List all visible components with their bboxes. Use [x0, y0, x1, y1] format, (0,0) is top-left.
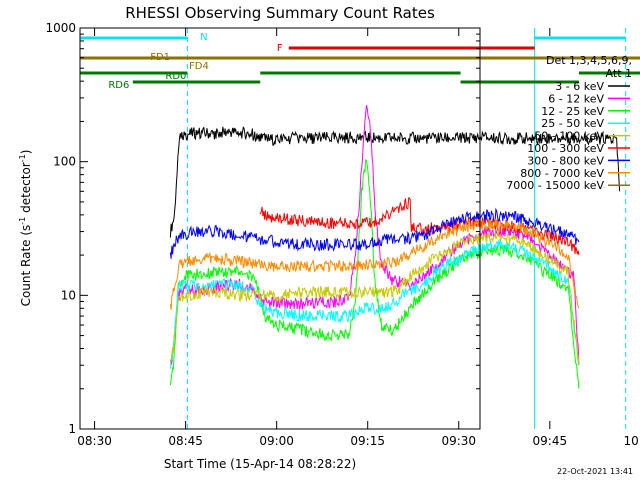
x-tick-label: 09:00 — [259, 434, 294, 448]
annotation-label: N — [200, 32, 207, 43]
y-axis-label-part-3: ) — [19, 150, 33, 155]
legend-entry: 100 - 300 keV — [527, 142, 604, 155]
x-tick-label: 08:45 — [168, 434, 203, 448]
legend-entry: 25 - 50 keV — [541, 117, 604, 130]
x-tick-label: 08:30 — [77, 434, 112, 448]
y-tick-label: 100 — [53, 155, 76, 169]
series-line — [169, 158, 580, 389]
y-tick-label: 1 — [68, 422, 76, 436]
plot-frame — [79, 27, 481, 430]
legend-entry: 3 - 6 keV — [555, 80, 604, 93]
legend-entry: 6 - 12 keV — [548, 92, 604, 105]
x-axis-label: Start Time (15-Apr-14 08:28:22) — [164, 457, 356, 471]
x-tick-label: 10:00 — [624, 434, 640, 448]
x-tick-label: 09:45 — [533, 434, 568, 448]
legend-entry: 800 - 7000 keV — [520, 167, 604, 180]
y-tick-label: 1000 — [45, 21, 76, 35]
annotation-label: RD6 — [108, 80, 129, 91]
footer-date: 22-Oct-2021 13:41 — [557, 467, 633, 476]
legend-entry: 50 - 100 keV — [534, 130, 604, 143]
y-tick-label: 10 — [61, 288, 76, 302]
axes: 08:30 08:45 09:00 09:15 09:30 09:45 10:00 1 10 10… — [45, 21, 640, 448]
legend-entry: 7000 - 15000 keV — [506, 179, 604, 192]
series-line — [169, 239, 580, 369]
annotation-label: FD1 — [150, 52, 170, 63]
y-axis-label-sup-1: -1 — [18, 217, 27, 225]
legend-entry: 300 - 800 keV — [527, 154, 604, 167]
series-line — [169, 230, 580, 366]
y-axis-label-part-1: Count Rate (s — [19, 225, 33, 307]
x-tick-label: 09:30 — [441, 434, 476, 448]
legend-header-line-1: Det 1,3,4,5,6,9, — [546, 54, 632, 67]
annotation-label: F — [277, 43, 283, 54]
y-axis-label: Count Rate (s-1 detector-1) — [18, 150, 33, 307]
series-line — [169, 126, 621, 238]
annotation-label: RD0 — [165, 71, 186, 82]
legend-entry: 12 - 25 keV — [541, 105, 604, 118]
series-line — [169, 218, 580, 311]
y-axis-label-sup-2: -1 — [18, 154, 27, 162]
series-line — [259, 197, 580, 256]
y-axis-label-part-2: detector — [19, 162, 33, 217]
annotation-label: FD4 — [189, 61, 209, 72]
series-line — [169, 207, 580, 259]
chart-title: RHESSI Observing Summary Count Rates — [125, 4, 435, 22]
legend-header-line-2: Att 1 — [606, 67, 632, 80]
x-tick-label: 09:15 — [350, 434, 385, 448]
